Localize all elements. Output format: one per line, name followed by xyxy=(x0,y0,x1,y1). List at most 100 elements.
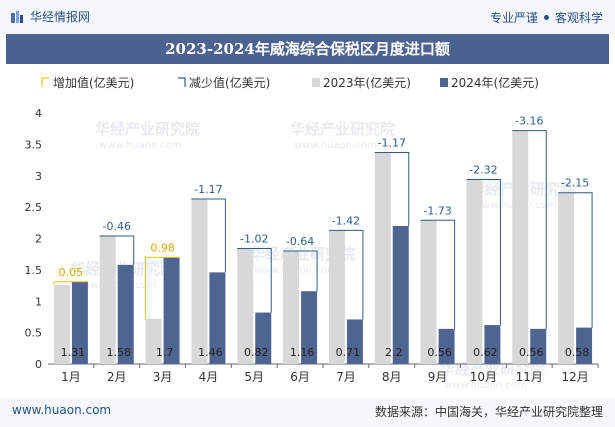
watermark-text: 华经产业研究院 xyxy=(95,120,200,138)
bar-2024 xyxy=(484,325,501,364)
bar-2024 xyxy=(530,328,547,364)
bar-2023 xyxy=(283,251,300,364)
watermark-url: www.huaon.com xyxy=(294,140,377,151)
bar-2023 xyxy=(512,130,529,364)
legend-label: 减少值(亿美元) xyxy=(189,75,270,90)
y-tick-label: 0 xyxy=(35,358,42,371)
x-category-label: 8月 xyxy=(382,370,402,384)
bar-2024 xyxy=(209,272,226,364)
change-label: -1.02 xyxy=(240,233,268,246)
brand: 华经情报网 xyxy=(10,8,90,25)
y-tick-label: 3.5 xyxy=(25,138,43,151)
decrease-bracket xyxy=(237,248,272,313)
bar-2024 xyxy=(117,264,134,364)
value-label-2024: 1.58 xyxy=(107,346,132,359)
x-category-label: 6月 xyxy=(290,370,310,384)
bar-2024 xyxy=(301,291,318,364)
value-label-2024: 0.62 xyxy=(473,346,498,359)
value-label-2024: 2.2 xyxy=(385,346,403,359)
y-tick-label: 1.5 xyxy=(25,264,43,277)
bar-2024 xyxy=(392,225,409,364)
change-label: -0.46 xyxy=(103,220,131,233)
x-category-label: 10月 xyxy=(470,370,497,384)
x-category-label: 3月 xyxy=(153,370,173,384)
bar-2023 xyxy=(466,179,483,364)
watermark-url: www.huaon.com xyxy=(444,380,527,391)
change-label: -1.17 xyxy=(194,183,222,196)
x-category-label: 4月 xyxy=(199,370,219,384)
change-label: -2.32 xyxy=(469,164,497,177)
x-category-label: 7月 xyxy=(336,370,356,384)
decrease-bracket xyxy=(420,219,456,329)
bar-2023 xyxy=(237,248,254,364)
brand-name: 华经情报网 xyxy=(30,10,91,24)
bar-2023 xyxy=(374,152,391,364)
change-label: 0.98 xyxy=(150,241,175,254)
legend-swatch-s24 xyxy=(440,78,448,87)
change-label: -0.64 xyxy=(286,235,314,248)
legend-label: 2023年(亿美元) xyxy=(323,75,411,90)
decrease-bracket xyxy=(283,250,318,292)
increase-bracket xyxy=(53,281,88,285)
decrease-bracket xyxy=(374,152,410,226)
watermark-url: www.huaon.com xyxy=(99,140,182,151)
value-label-2024: 1.16 xyxy=(290,346,315,359)
legend-label: 2024年(亿美元) xyxy=(451,75,539,90)
x-category-label: 9月 xyxy=(428,370,448,384)
legend-swatch-decrease xyxy=(178,77,186,87)
bar-2023 xyxy=(53,284,70,364)
decrease-bracket xyxy=(466,179,501,326)
separator-dot-icon xyxy=(543,15,549,20)
change-label: 0.05 xyxy=(59,266,84,279)
decrease-bracket xyxy=(99,235,135,265)
y-tick-label: 0.5 xyxy=(25,327,43,340)
bar-2023 xyxy=(191,198,208,364)
data-source: 数据来源：中国海关，华经产业研究院整理 xyxy=(374,405,603,419)
watermark-text: 华经产业研究院 xyxy=(250,245,355,263)
change-label: -1.17 xyxy=(378,137,406,150)
bar-2024 xyxy=(71,281,88,364)
y-tick-label: 4 xyxy=(35,107,42,120)
change-label: -1.42 xyxy=(332,214,360,227)
y-tick-label: 1 xyxy=(35,295,42,308)
value-label-2024: 0.56 xyxy=(427,346,452,359)
change-label: -2.15 xyxy=(561,177,589,190)
value-label-2024: 0.71 xyxy=(336,346,361,359)
value-label-2024: 0.56 xyxy=(519,346,544,359)
decrease-bracket xyxy=(512,130,547,329)
tagline-right: 客观科学 xyxy=(554,11,603,25)
decrease-bracket xyxy=(558,192,593,328)
legend-swatch-increase xyxy=(41,77,49,87)
change-label: -3.16 xyxy=(515,115,543,128)
chart-area: 华经产业研究院 www.huaon.com 华经产业研究院 www.huaon.com… xyxy=(25,75,599,391)
x-category-label: 5月 xyxy=(244,370,264,384)
bar-2023 xyxy=(99,235,116,364)
increase-bracket xyxy=(145,256,180,319)
bar-2023 xyxy=(328,230,345,364)
x-category-label: 12月 xyxy=(561,370,588,384)
decrease-bracket xyxy=(328,229,364,320)
x-category-label: 2月 xyxy=(107,370,127,384)
watermark-text: 华经产业研究院 xyxy=(290,120,395,138)
value-label-2024: 0.58 xyxy=(565,346,590,359)
chart-title: 2023-2024年威海综合保税区月度进口额 xyxy=(6,34,609,64)
tagline-left: 专业严谨 xyxy=(489,11,538,25)
site-url: www.huaon.com xyxy=(12,403,112,417)
decrease-bracket xyxy=(191,198,226,273)
x-category-label: 11月 xyxy=(516,370,543,384)
bar-2023 xyxy=(420,220,437,364)
value-label-2024: 1.7 xyxy=(156,346,174,359)
change-label: -1.73 xyxy=(423,204,451,217)
bar-2024 xyxy=(163,257,180,364)
value-label-2024: 1.31 xyxy=(61,346,86,359)
legend-label: 增加值(亿美元) xyxy=(53,75,134,90)
value-label-2024: 0.82 xyxy=(244,346,269,359)
y-tick-label: 2 xyxy=(35,233,42,246)
tagline: 专业严谨 客观科学 xyxy=(490,9,603,26)
bar-2023 xyxy=(558,192,575,364)
bar-2024 xyxy=(255,312,272,364)
value-label-2024: 1.46 xyxy=(198,346,223,359)
bar-2024 xyxy=(576,327,593,364)
brand-logo-icon xyxy=(11,10,23,23)
footer-bar: www.huaon.com 数据来源：中国海关，华经产业研究院整理 xyxy=(0,398,615,427)
